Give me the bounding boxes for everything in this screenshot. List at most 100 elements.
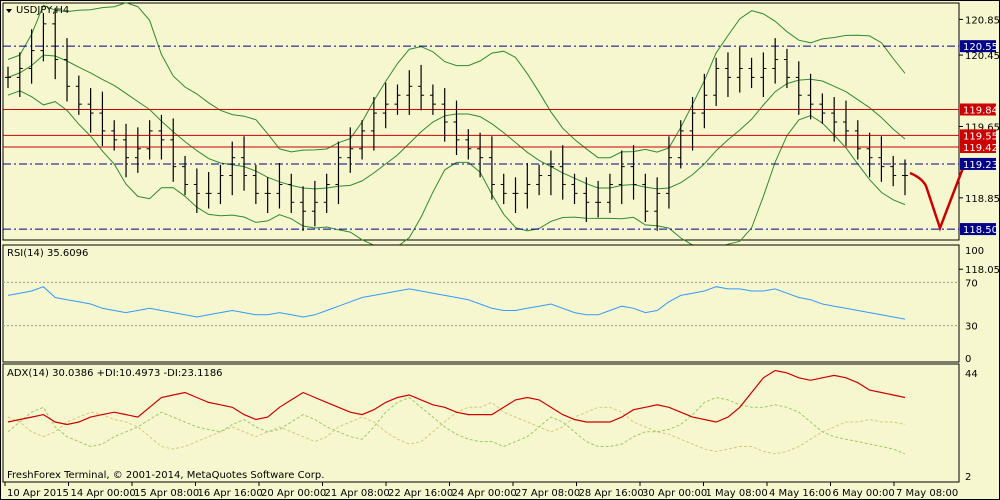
level-badge-3 <box>960 140 996 153</box>
price-axis: 120.85 120.45 119.65 118.85 118.05 <box>959 15 1000 276</box>
adx-tick-label: 44 <box>965 369 978 380</box>
price-bar <box>394 84 401 115</box>
time-tick-label: 16 Apr 16:00 <box>198 488 263 499</box>
price-bar <box>75 75 82 115</box>
level-label-4: 119.23 <box>963 160 998 171</box>
price-bar <box>252 164 259 205</box>
time-tick-label: 4 May 16:00 <box>769 488 831 499</box>
price-tick-label: 118.05 <box>965 265 1000 276</box>
time-tick-label: 20 Apr 00:00 <box>261 488 326 499</box>
price-panel: USDJPY,H4 <box>2 2 968 249</box>
level-label-5: 118.50 <box>963 225 998 236</box>
time-tick-label: 24 Apr 00:00 <box>452 488 517 499</box>
price-bar <box>866 132 873 178</box>
price-bar <box>819 93 826 124</box>
price-bar <box>618 150 625 205</box>
price-bar <box>134 127 141 173</box>
price-bar <box>677 120 684 169</box>
level-label-0: 120.55 <box>963 42 998 53</box>
price-bar <box>99 91 106 147</box>
price-bar <box>689 97 696 151</box>
price-bar <box>382 82 389 129</box>
price-bar <box>536 164 543 196</box>
price-bar <box>87 88 94 133</box>
adx-tick-label: 2 <box>965 472 971 483</box>
level-label-2: 119.55 <box>963 131 998 142</box>
bb-upper <box>7 2 906 159</box>
price-bar <box>64 38 71 102</box>
price-bar <box>28 29 35 84</box>
price-bar <box>665 136 672 209</box>
price-bar <box>630 145 637 200</box>
forecast-arrow <box>909 159 968 232</box>
price-bar <box>406 70 413 115</box>
price-bar <box>52 7 59 80</box>
price-bar <box>701 73 708 129</box>
price-bar <box>241 136 248 191</box>
rsi-tick-label: 70 <box>965 278 978 289</box>
price-bar <box>854 120 861 160</box>
price-bar <box>606 173 613 214</box>
level-label-3: 119.42 <box>963 143 998 154</box>
price-tick-label: 120.45 <box>965 51 1000 62</box>
price-bar <box>524 163 531 209</box>
time-tick-label: 10 Apr 2015 <box>7 488 69 499</box>
level-badge-0 <box>960 40 996 53</box>
rsi-tick-label: 30 <box>965 322 978 333</box>
price-bar <box>724 52 731 98</box>
price-bar <box>488 136 495 200</box>
price-tick-label: 120.85 <box>965 15 1000 26</box>
dropdown-icon[interactable] <box>6 9 12 13</box>
adx-axis: 44 2 <box>965 369 978 483</box>
time-tick-label: 27 Apr 08:00 <box>515 488 580 499</box>
price-bar <box>595 180 602 218</box>
adx-line <box>7 369 906 426</box>
price-bar <box>713 57 720 106</box>
price-bar <box>229 141 236 196</box>
price-levels <box>3 45 959 230</box>
rsi-panel: RSI(14) 35.6096 <box>2 244 960 363</box>
price-bar <box>795 61 802 115</box>
price-bar <box>205 171 212 209</box>
price-bar <box>583 177 590 222</box>
level-badge-5 <box>960 223 996 236</box>
price-bar <box>890 155 897 187</box>
price-bar <box>288 173 295 214</box>
price-bar <box>123 123 130 178</box>
price-bar <box>500 173 507 205</box>
level-label-1: 119.84 <box>963 106 998 117</box>
price-bar <box>323 173 330 214</box>
price-bar <box>654 177 661 231</box>
rsi-levels <box>3 281 959 327</box>
chart-title: USDJPY,H4 <box>6 5 69 16</box>
price-bar <box>831 97 838 142</box>
time-tick-label: 7 May 08:00 <box>896 488 958 499</box>
level-badge-4 <box>960 157 996 170</box>
price-tick-label: 119.65 <box>965 122 1000 133</box>
bb-lower <box>7 90 906 249</box>
price-bar <box>512 177 519 214</box>
price-bar <box>311 180 318 227</box>
price-bar <box>807 73 814 120</box>
price-bar <box>347 127 354 173</box>
time-tick-label: 15 Apr 08:00 <box>134 488 199 499</box>
price-bar <box>748 57 755 89</box>
rsi-title: RSI(14) 35.6096 <box>7 248 88 259</box>
price-bar <box>193 168 200 214</box>
price-bar <box>370 97 377 151</box>
price-bar <box>16 52 23 98</box>
price-bar <box>264 177 271 214</box>
price-bar <box>902 159 908 196</box>
price-bar <box>429 84 436 115</box>
price-bar <box>40 13 47 62</box>
price-bar <box>418 64 425 111</box>
rsi-tick-label: 100 <box>965 246 984 257</box>
price-bar <box>477 132 484 178</box>
price-bar <box>441 88 448 142</box>
rsi-axis: 100 70 30 0 <box>965 246 984 365</box>
time-tick-label: 30 Apr 00:00 <box>642 488 707 499</box>
rsi-tick-label: 0 <box>965 354 971 365</box>
price-bars <box>5 7 908 231</box>
price-bar <box>736 47 743 93</box>
